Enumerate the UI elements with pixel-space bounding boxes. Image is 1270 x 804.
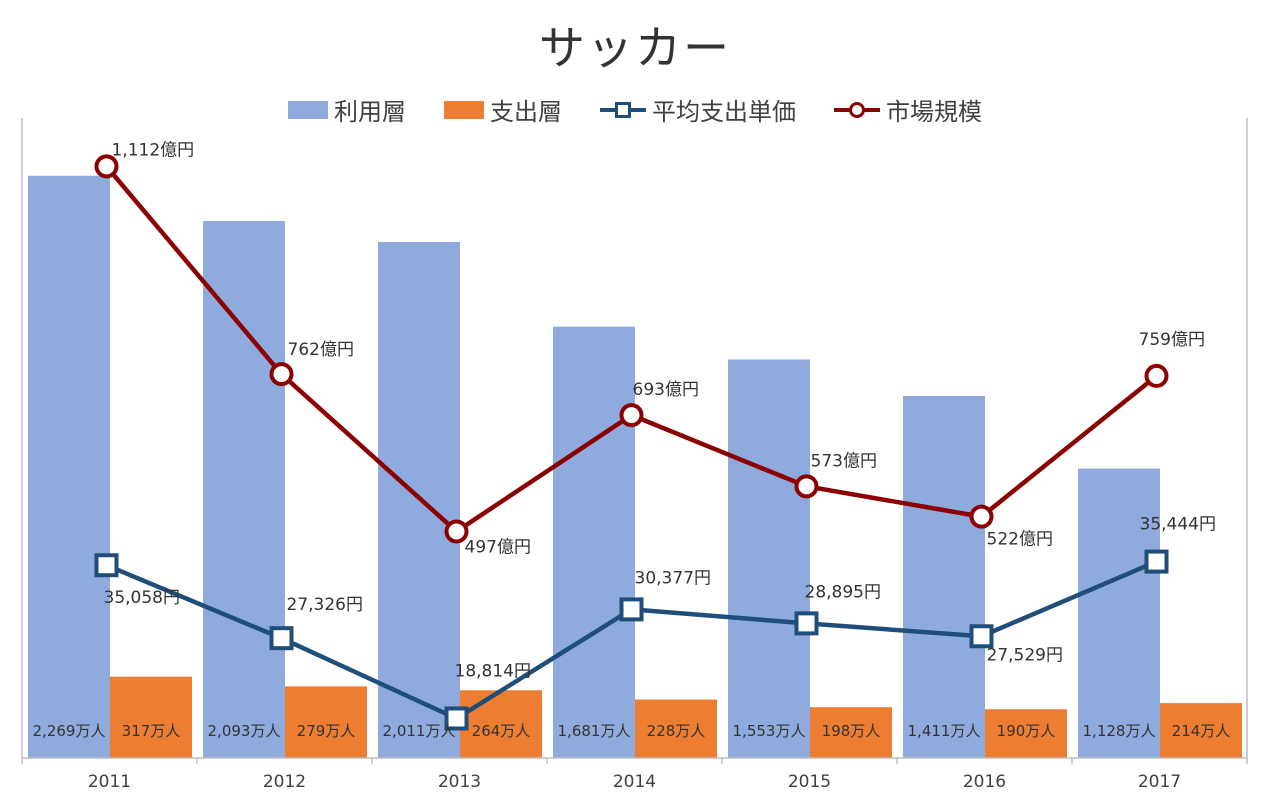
spending-bar-label-2015: 198万人 — [822, 722, 881, 740]
legend-item-spending: 支出層 — [444, 92, 562, 127]
avg-price-marker-2016 — [969, 624, 994, 649]
legend-label-market-size: 市場規模 — [886, 98, 982, 126]
spending-bar-label-2014: 228万人 — [647, 722, 706, 740]
spending-bar-2014 — [635, 699, 717, 758]
market-size-label-2013: 497億円 — [465, 537, 531, 557]
legend: 利用層 支出層 平均支出単価 市場規模 — [0, 92, 1270, 127]
x-tick-label-2014: 2014 — [613, 772, 656, 792]
legend-label-avg-price: 平均支出単価 — [652, 98, 796, 126]
legend-swatch-market-size — [834, 101, 880, 119]
legend-label-spending: 支出層 — [490, 98, 562, 126]
market-size-label-2014: 693億円 — [633, 380, 699, 400]
x-tick-label-2012: 2012 — [263, 772, 306, 792]
x-tick-label-2015: 2015 — [788, 772, 831, 792]
avg-price-marker-2015 — [794, 611, 819, 636]
legend-swatch-avg-price — [600, 101, 646, 119]
usage-bar-label-2011: 2,269万人 — [33, 722, 106, 740]
usage-bar-label-2013: 2,011万人 — [383, 722, 456, 740]
market-size-label-2012: 762億円 — [288, 340, 354, 360]
usage-bar-label-2017: 1,128万人 — [1083, 722, 1156, 740]
usage-bar-label-2016: 1,411万人 — [908, 722, 981, 740]
spending-bar-2013 — [460, 690, 542, 758]
market-size-marker-2014 — [619, 403, 644, 428]
market-size-marker-2016 — [969, 504, 994, 529]
usage-bar-2011 — [28, 175, 110, 758]
legend-item-market-size: 市場規模 — [834, 92, 982, 127]
spending-bar-2016 — [985, 709, 1067, 758]
spending-bar-2015 — [810, 707, 892, 758]
usage-bar-2017 — [1078, 468, 1160, 758]
usage-bar-2014 — [553, 326, 635, 758]
avg-price-marker-2013 — [444, 706, 469, 731]
market-size-marker-2015 — [794, 474, 819, 499]
x-tick-label-2011: 2011 — [88, 772, 131, 792]
spending-bar-label-2016: 190万人 — [997, 722, 1056, 740]
spending-bar-2011 — [110, 676, 192, 758]
avg-price-label-2011: 35,058円 — [104, 588, 180, 608]
spending-bar-label-2011: 317万人 — [122, 722, 181, 740]
market-size-marker-2011 — [94, 154, 119, 179]
legend-label-usage: 利用層 — [334, 98, 406, 126]
spending-bar-label-2017: 214万人 — [1172, 722, 1231, 740]
avg-price-marker-2017 — [1144, 549, 1169, 574]
legend-item-avg-price: 平均支出単価 — [600, 92, 796, 127]
market-size-label-2011: 1,112億円 — [112, 140, 195, 160]
market-size-label-2016: 522億円 — [987, 530, 1053, 550]
x-tick-label-2013: 2013 — [438, 772, 481, 792]
market-size-marker-2013 — [444, 519, 469, 544]
avg-price-label-2016: 27,529円 — [987, 645, 1063, 665]
spending-bar-2012 — [285, 686, 367, 758]
usage-bar-label-2014: 1,681万人 — [558, 722, 631, 740]
data-label-layer: 2,269万人 317万人 2,093万人 279万人 2,011万人 264万人 1,68… — [33, 140, 1231, 740]
market-size-marker-2017 — [1144, 363, 1169, 388]
avg-price-label-2014: 30,377円 — [635, 568, 711, 588]
avg-price-label-2015: 28,895円 — [805, 582, 881, 602]
avg-price-marker-2011 — [94, 553, 119, 578]
bar-layer — [28, 175, 1242, 758]
legend-swatch-spending — [444, 100, 484, 119]
plot-frame — [21, 118, 1248, 758]
market-size-label-2017: 759億円 — [1139, 330, 1205, 350]
usage-bar-2016 — [903, 395, 985, 758]
spending-bar-label-2013: 264万人 — [472, 722, 531, 740]
spending-bar-2017 — [1160, 703, 1242, 758]
usage-bar-2015 — [728, 359, 810, 758]
line-layer — [94, 154, 1169, 731]
avg-price-label-2017: 35,444円 — [1140, 515, 1216, 535]
spending-bar-label-2012: 279万人 — [297, 722, 356, 740]
x-tick-label-2017: 2017 — [1138, 772, 1181, 792]
avg-price-label-2013: 18,814円 — [455, 661, 531, 681]
avg-price-label-2012: 27,326円 — [287, 595, 363, 615]
x-tick-label-2016: 2016 — [963, 772, 1006, 792]
legend-item-usage: 利用層 — [288, 92, 406, 127]
avg-price-marker-2012 — [269, 626, 294, 651]
avg-price-marker-2014 — [619, 597, 644, 622]
market-size-marker-2012 — [269, 362, 294, 387]
usage-bar-label-2015: 1,553万人 — [733, 722, 806, 740]
usage-bar-2012 — [203, 220, 285, 758]
chart-title: サッカー — [539, 21, 731, 75]
market-size-label-2015: 573億円 — [811, 451, 877, 471]
legend-swatch-usage — [288, 100, 328, 119]
x-axis: 2011 2012 2013 2014 2015 2016 2017 — [21, 757, 1248, 792]
usage-bar-label-2012: 2,093万人 — [208, 722, 281, 740]
